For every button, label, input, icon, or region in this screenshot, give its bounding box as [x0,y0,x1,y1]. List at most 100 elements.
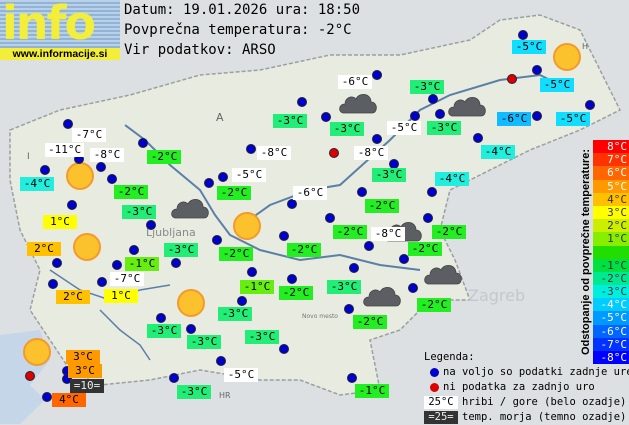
logo-url[interactable]: www.informacije.si [0,48,120,60]
station-dot[interactable] [344,304,354,314]
temperature-label[interactable]: -6°C [338,75,372,89]
temperature-label[interactable]: -2°C [219,247,253,261]
temperature-label[interactable]: -5°C [224,368,258,382]
temperature-label[interactable]: -5°C [540,78,574,92]
temperature-label[interactable]: -3°C [330,122,364,136]
station-dot[interactable] [212,235,222,245]
temperature-label[interactable]: -1°C [240,280,274,294]
station-dot[interactable] [325,213,335,223]
temperature-label[interactable]: -5°C [512,40,546,54]
temperature-label[interactable]: -3°C [177,385,211,399]
temperature-label[interactable]: -11°C [45,143,85,157]
station-dot[interactable] [372,134,382,144]
station-dot[interactable] [357,187,367,197]
station-dot[interactable] [107,174,117,184]
temperature-label[interactable]: -7°C [110,272,144,286]
station-dot[interactable] [408,283,418,293]
temperature-label[interactable]: -3°C [164,243,198,257]
temperature-label[interactable]: -3°C [410,80,444,94]
temperature-label[interactable]: -2°C [353,315,387,329]
temperature-label[interactable]: -5°C [387,121,421,135]
station-dot[interactable] [156,313,166,323]
station-dot[interactable] [399,254,409,264]
temperature-label[interactable]: -3°C [273,114,307,128]
station-dot[interactable] [237,296,247,306]
station-dot[interactable] [423,213,433,223]
station-dot[interactable] [138,138,148,148]
station-dot[interactable] [349,263,359,273]
temperature-label[interactable]: -5°C [556,112,590,126]
temperature-label[interactable]: 3°C [66,350,100,364]
station-dot[interactable] [246,144,256,154]
station-dot[interactable] [287,199,297,209]
station-dot[interactable] [97,277,107,287]
station-dot[interactable] [218,172,228,182]
station-dot[interactable] [347,373,357,383]
temperature-label[interactable]: -2°C [114,185,148,199]
temperature-label[interactable]: -2°C [432,225,466,239]
temperature-label[interactable]: -8°C [257,146,291,160]
temperature-label[interactable]: -2°C [217,186,251,200]
temperature-label[interactable]: -3°C [427,121,461,135]
temperature-label[interactable]: -5°C [232,168,266,182]
station-dot[interactable] [40,165,50,175]
station-dot[interactable] [112,260,122,270]
station-dot[interactable] [146,220,156,230]
temperature-label[interactable]: -2°C [408,242,442,256]
station-dot[interactable] [169,373,179,383]
logo[interactable]: info www.informacije.si [0,0,120,60]
temperature-label[interactable]: -1°C [355,384,389,398]
station-dot[interactable] [42,392,52,402]
temperature-label[interactable]: 4°C [52,393,86,407]
temperature-label[interactable]: 2°C [27,242,61,256]
station-dot[interactable] [435,109,445,119]
temperature-label[interactable]: -6°C [293,186,327,200]
temperature-label[interactable]: -8°C [371,227,405,241]
temperature-label[interactable]: -2°C [287,243,321,257]
station-missing-dot[interactable] [507,74,517,84]
temperature-label[interactable]: -4°C [435,172,469,186]
station-missing-dot[interactable] [25,371,35,381]
temperature-label[interactable]: -3°C [327,280,361,294]
station-dot[interactable] [297,97,307,107]
temperature-label[interactable]: -2°C [147,150,181,164]
station-dot[interactable] [129,245,139,255]
station-dot[interactable] [287,274,297,284]
temperature-label[interactable]: -3°C [372,168,406,182]
temperature-label[interactable]: -2°C [333,225,367,239]
station-dot[interactable] [247,267,257,277]
station-missing-dot[interactable] [329,148,339,158]
station-dot[interactable] [52,258,62,268]
temperature-label[interactable]: -2°C [279,286,313,300]
temperature-label[interactable]: -8°C [90,148,124,162]
station-dot[interactable] [428,94,438,104]
station-dot[interactable] [532,65,542,75]
station-dot[interactable] [67,200,77,210]
temperature-label[interactable]: -3°C [122,205,156,219]
station-dot[interactable] [63,119,73,129]
station-dot[interactable] [186,324,196,334]
temperature-label[interactable]: 1°C [104,289,138,303]
temperature-label[interactable]: -3°C [218,307,252,321]
temperature-label[interactable]: -4°C [20,177,54,191]
temperature-label[interactable]: -6°C [497,112,531,126]
temperature-label[interactable]: -2°C [417,298,451,312]
station-dot[interactable] [427,187,437,197]
temperature-label[interactable]: =10= [70,379,104,393]
temperature-label[interactable]: 1°C [43,215,77,229]
station-dot[interactable] [171,258,181,268]
temperature-label[interactable]: -3°C [187,335,221,349]
station-dot[interactable] [279,344,289,354]
temperature-label[interactable]: -3°C [245,330,279,344]
temperature-label[interactable]: -3°C [147,324,181,338]
station-dot[interactable] [532,111,542,121]
station-dot[interactable] [473,133,483,143]
station-dot[interactable] [364,241,374,251]
station-dot[interactable] [410,111,420,121]
station-dot[interactable] [204,178,214,188]
station-dot[interactable] [518,30,528,40]
station-dot[interactable] [585,100,595,110]
temperature-label[interactable]: -7°C [72,128,106,142]
station-dot[interactable] [372,70,382,80]
temperature-label[interactable]: -1°C [125,257,159,271]
